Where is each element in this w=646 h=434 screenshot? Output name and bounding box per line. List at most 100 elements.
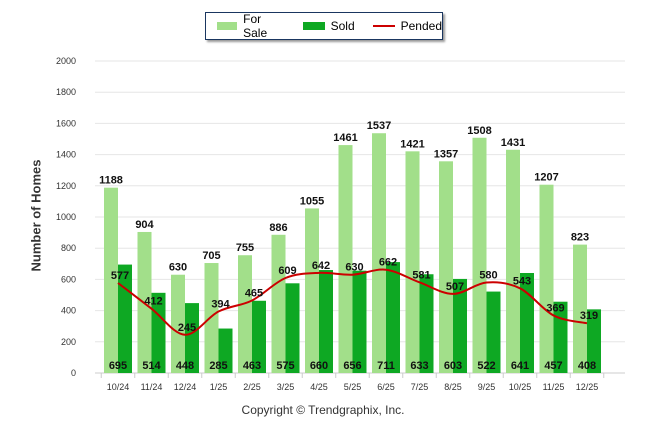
data-label-for-sale: 904 — [135, 219, 154, 231]
data-label-pended: 577 — [111, 270, 129, 282]
bar-for-sale — [171, 274, 185, 373]
legend-item-sold[interactable]: Sold — [302, 19, 355, 33]
data-label-for-sale: 1055 — [300, 195, 324, 207]
data-label-for-sale: 1207 — [534, 172, 558, 184]
x-tick-label: 9/25 — [478, 382, 496, 392]
data-label-pended: 642 — [312, 260, 330, 272]
bar-for-sale — [271, 234, 286, 373]
data-label-for-sale: 755 — [236, 242, 254, 254]
y-tick-label: 200 — [61, 337, 76, 347]
x-tick-label: 8/25 — [444, 382, 462, 392]
y-tick-label: 1800 — [56, 87, 76, 97]
bar-sold — [285, 283, 300, 373]
data-label-sold: 575 — [276, 360, 294, 372]
x-tick-label: 4/25 — [310, 382, 328, 392]
data-label-for-sale: 630 — [169, 262, 187, 274]
data-label-for-sale: 1431 — [501, 137, 525, 149]
data-label-pended: 543 — [513, 275, 531, 287]
x-tick-label: 11/25 — [543, 382, 565, 392]
data-label-sold: 641 — [511, 360, 529, 372]
y-tick-label: 600 — [61, 274, 76, 284]
data-label-sold: 660 — [310, 360, 328, 372]
data-label-for-sale: 705 — [202, 250, 220, 262]
data-label-sold: 285 — [209, 360, 227, 372]
for-sale-swatch — [217, 22, 238, 30]
x-tick-label: 1/25 — [210, 382, 228, 392]
data-label-sold: 711 — [377, 360, 395, 372]
y-tick-label: 0 — [71, 368, 76, 378]
data-label-pended: 609 — [278, 265, 296, 277]
bar-for-sale — [573, 244, 587, 373]
legend-item-for-sale[interactable]: For Sale — [217, 12, 285, 40]
data-label-for-sale: 886 — [269, 222, 287, 234]
legend-label: Pended — [400, 19, 442, 33]
y-tick-label: 1600 — [56, 118, 76, 128]
bar-for-sale — [506, 149, 520, 373]
data-label-sold: 457 — [544, 360, 562, 372]
bar-for-sale — [472, 137, 487, 373]
legend: For Sale Sold Pended — [205, 12, 443, 40]
y-tick-label: 400 — [61, 306, 76, 316]
data-label-for-sale: 1188 — [99, 175, 123, 187]
data-label-pended: 465 — [245, 287, 263, 299]
data-label-sold: 656 — [343, 360, 361, 372]
x-tick-label: 5/25 — [344, 382, 362, 392]
data-label-for-sale: 823 — [571, 232, 589, 244]
data-label-pended: 319 — [580, 310, 598, 322]
bar-for-sale — [238, 255, 252, 373]
legend-label: For Sale — [243, 12, 268, 40]
x-tick-label: 6/25 — [377, 382, 395, 392]
bar-for-sale — [439, 161, 453, 373]
data-label-pended: 630 — [345, 262, 363, 274]
data-label-pended: 394 — [211, 299, 230, 311]
y-tick-label: 2000 — [56, 56, 76, 66]
data-label-sold: 522 — [477, 360, 495, 372]
bar-for-sale — [405, 151, 420, 373]
data-label-sold: 408 — [578, 360, 596, 372]
x-tick-label: 10/25 — [509, 382, 532, 392]
x-tick-label: 12/25 — [576, 382, 599, 392]
x-tick-label: 12/24 — [174, 382, 197, 392]
pended-swatch — [372, 25, 395, 27]
line-pended — [117, 268, 588, 336]
legend-label: Sold — [330, 19, 355, 33]
y-tick-label: 1200 — [56, 181, 76, 191]
x-tick-label: 3/25 — [277, 382, 295, 392]
legend-item-pended[interactable]: Pended — [372, 19, 442, 33]
x-tick-label: 7/25 — [411, 382, 429, 392]
y-axis-label: Number of Homes — [28, 159, 44, 272]
bar-sold — [352, 270, 367, 373]
data-label-pended: 581 — [412, 269, 430, 281]
bar-for-sale — [338, 145, 353, 373]
bar-sold — [218, 328, 233, 373]
bar-sold — [520, 273, 534, 373]
data-label-sold: 695 — [109, 360, 127, 372]
data-label-pended: 412 — [144, 296, 162, 308]
data-label-sold: 603 — [444, 360, 462, 372]
data-label-pended: 507 — [446, 281, 464, 293]
bar-sold — [587, 309, 601, 373]
data-label-for-sale: 1508 — [467, 125, 491, 137]
y-tick-label: 1400 — [56, 150, 76, 160]
data-label-for-sale: 1537 — [367, 120, 391, 132]
bar-sold — [453, 278, 467, 373]
data-label-for-sale: 1357 — [434, 148, 458, 160]
data-label-for-sale: 1421 — [400, 138, 424, 150]
data-label-pended: 580 — [479, 270, 497, 282]
bar-for-sale — [104, 187, 118, 373]
bar-sold — [486, 291, 501, 373]
copyright: Copyright © Trendgraphix, Inc. — [241, 403, 405, 417]
data-label-pended: 369 — [546, 302, 564, 314]
data-label-pended: 245 — [178, 322, 196, 334]
bar-sold — [386, 262, 400, 373]
bar-sold — [319, 270, 333, 373]
y-tick-label: 800 — [61, 243, 76, 253]
x-tick-label: 2/25 — [243, 382, 261, 392]
y-tick-label: 1000 — [56, 212, 76, 222]
x-tick-label: 11/24 — [141, 382, 163, 392]
bar-for-sale — [204, 263, 219, 373]
bar-sold — [185, 303, 199, 373]
data-label-sold: 633 — [410, 360, 428, 372]
